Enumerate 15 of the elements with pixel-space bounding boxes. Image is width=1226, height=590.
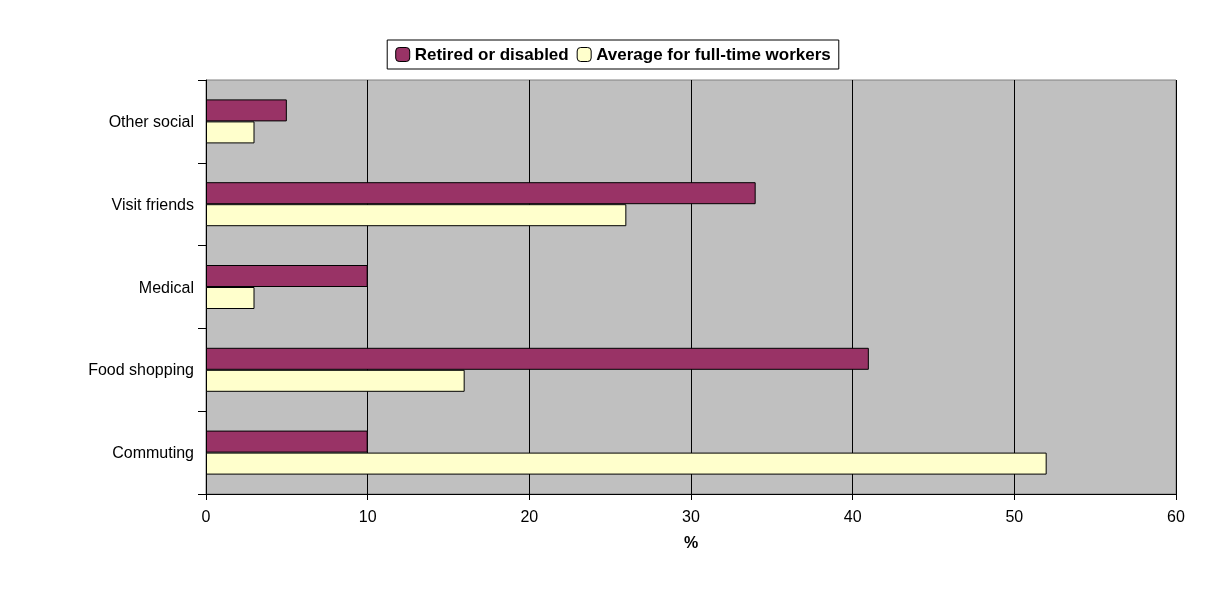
x-tick-label: 40 — [843, 507, 862, 525]
x-tick-label: 0 — [201, 507, 211, 525]
x-tick-label: 50 — [1005, 507, 1024, 525]
y-tick-label: Medical — [138, 278, 194, 296]
y-tick-label: Visit friends — [111, 195, 194, 213]
x-axis-title: % — [683, 533, 699, 551]
x-tick-label: 30 — [682, 507, 700, 525]
x-tick-label: 20 — [520, 507, 539, 525]
y-tick-label: Food shopping — [88, 361, 194, 379]
legend-label: Retired or disabled — [414, 45, 569, 64]
y-tick-label: Other social — [108, 112, 194, 130]
legend-label: Average for full-time workers — [596, 45, 831, 64]
x-tick-label: 60 — [1167, 507, 1185, 525]
x-tick-label: 10 — [358, 507, 377, 525]
y-tick-label: Commuting — [112, 444, 194, 462]
